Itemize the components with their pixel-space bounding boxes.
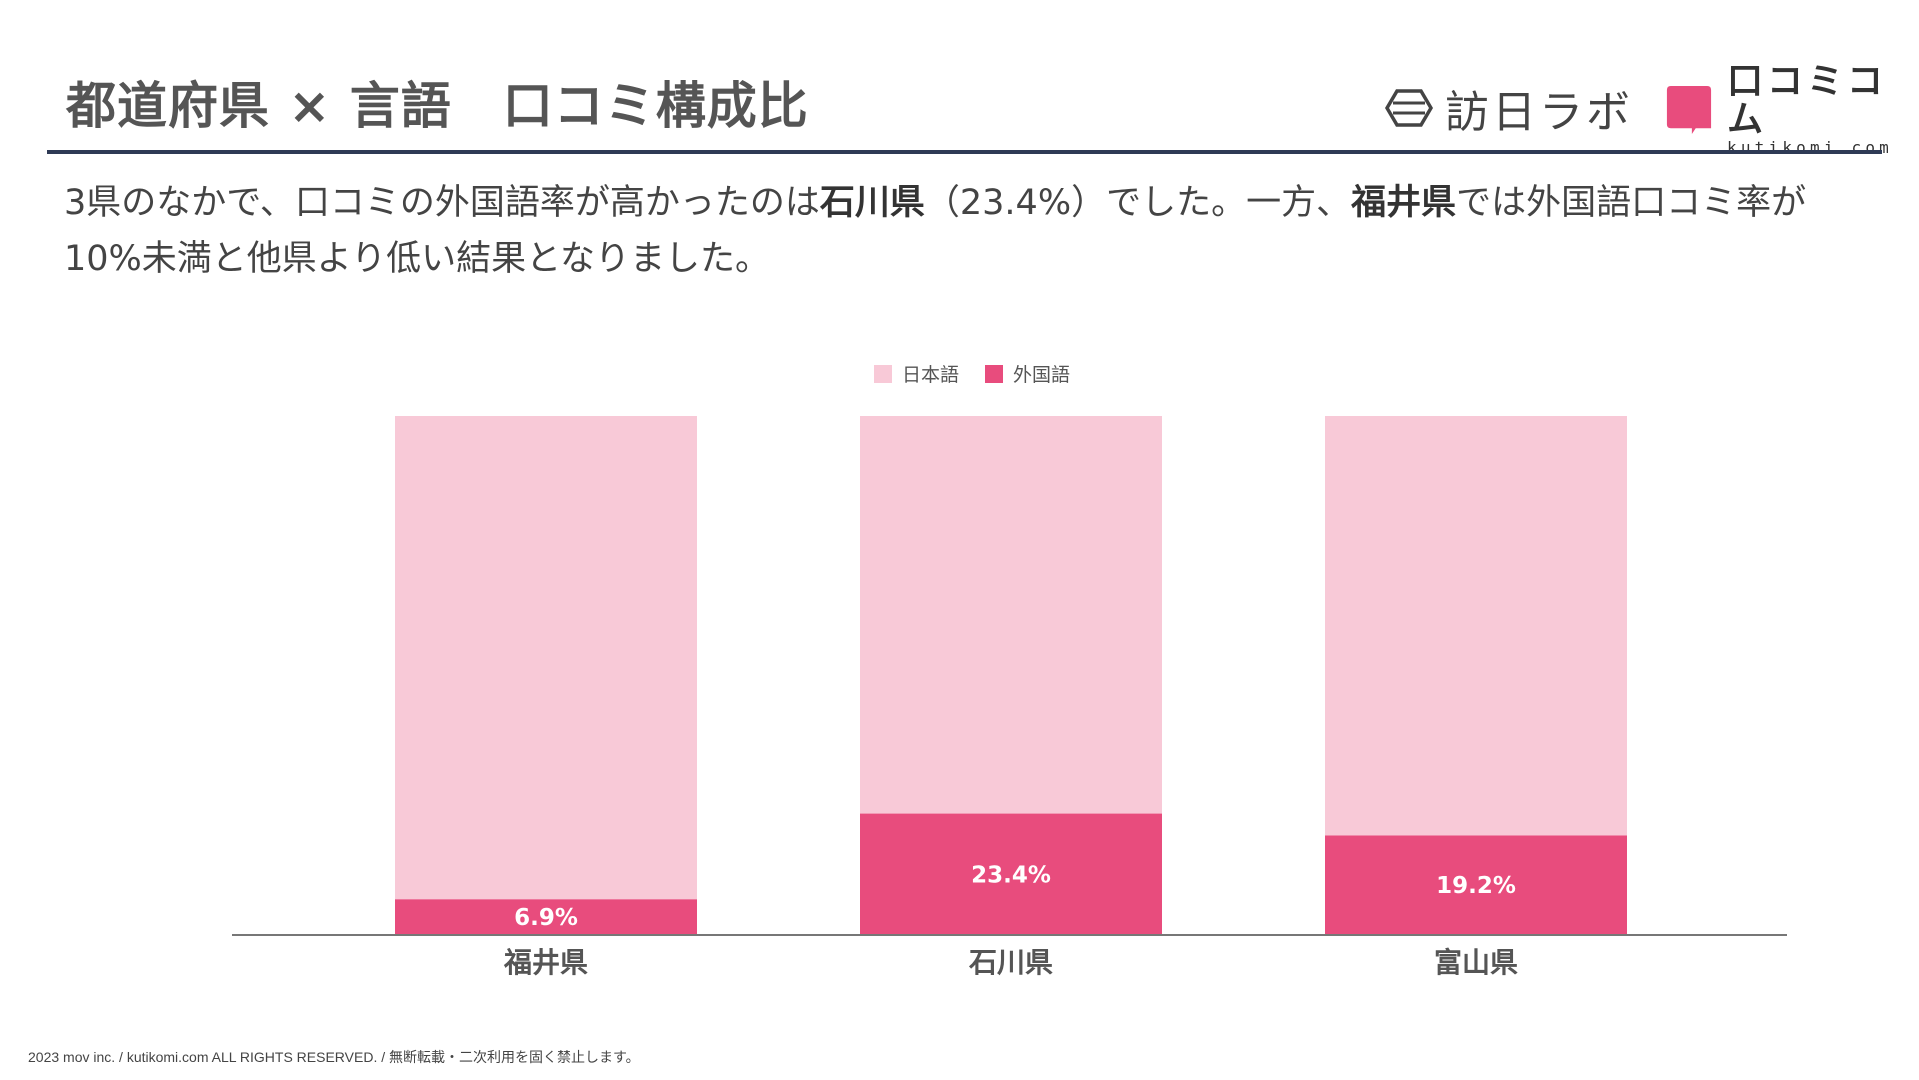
x-tick-label-3: 富山県 [1434,946,1518,979]
stacked-bar-chart: 6.9% 福井県 23.4% 石川県 19.2% 富山県 [232,416,1787,979]
page-title: 都道府県 × 言語 口コミ構成比 [66,77,809,135]
bar-segment-japanese-3 [1325,416,1627,836]
desc-part-1: 3県のなかで、口コミの外国語率が高かったのは [64,183,820,223]
data-label-foreign-1: 6.9% [514,905,578,931]
chart-legend: 日本語 外国語 [874,360,1096,387]
legend-swatch-foreign [985,364,1004,383]
desc-part-4: 10%未満と他県より低い結果となりました。 [64,239,771,279]
legend-label-japanese: 日本語 [902,364,960,386]
desc-highlight-ishikawa: 石川県 [819,183,925,223]
x-tick-label-2: 石川県 [968,946,1053,979]
legend-swatch-japanese [874,364,892,383]
houjin-labo-logo-text: 訪日ラボ [1445,87,1633,138]
bar-segment-foreign-3 [1325,835,1627,935]
bar-segment-japanese-1 [395,416,697,900]
description-text: 3県のなかで、口コミの外国語率が高かったのは石川県（23.4%）でした。一方、福… [64,175,1864,287]
bar-segment-foreign-1 [395,899,697,935]
desc-part-3: では外国語口コミ率が [1456,183,1807,223]
bar-segment-japanese-2 [860,416,1162,814]
legend-label-foreign: 外国語 [1013,364,1071,386]
kutikomi-logo-text: 口コミコム [1727,61,1888,140]
speech-bubble-logo-icon [1666,86,1712,134]
copyright-footer: 2023 mov inc. / kutikomi.com ALL RIGHTS … [28,1049,640,1065]
bar-segment-foreign-2 [860,813,1162,935]
hexagon-logo-icon [1385,89,1433,127]
desc-highlight-fukui: 福井県 [1351,183,1457,223]
data-label-foreign-2: 23.4% [971,862,1051,888]
header-divider [47,150,1882,154]
data-label-foreign-3: 19.2% [1436,873,1516,899]
x-tick-label-1: 福井県 [503,946,588,979]
legend-item-japanese: 日本語 [874,360,959,387]
legend-item-foreign: 外国語 [985,360,1070,387]
desc-part-2: （23.4%）でした。一方、 [924,183,1352,223]
houjin-labo-logo: 訪日ラボ [1385,80,1633,138]
